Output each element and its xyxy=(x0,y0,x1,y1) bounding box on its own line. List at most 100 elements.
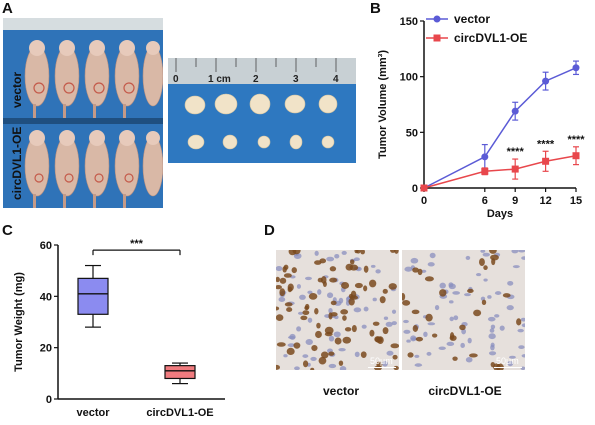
ihc-nucleus-blue xyxy=(488,333,496,340)
ihc-nucleus-brown xyxy=(330,300,337,306)
ihc-nucleus-blue xyxy=(511,250,519,254)
ihc-nucleus-blue xyxy=(434,304,440,311)
ihc-nucleus-brown xyxy=(310,367,315,370)
y-tick-label: 60 xyxy=(40,240,52,252)
ihc-nucleus-blue xyxy=(317,289,322,295)
ihc-nucleus-blue xyxy=(512,265,520,269)
ihc-nucleus-blue xyxy=(475,273,482,277)
ihc-nucleus-brown xyxy=(287,283,294,292)
ihc-nucleus-blue xyxy=(391,321,397,326)
ihc-nucleus-brown xyxy=(348,298,355,306)
ihc-nucleus-brown xyxy=(376,361,383,368)
ihc-nucleus-blue xyxy=(354,351,360,358)
data-point xyxy=(542,157,550,165)
ihc-nucleus-brown xyxy=(293,342,301,349)
legend-marker xyxy=(433,15,441,23)
scale-bar-label-vector: 50μm xyxy=(370,356,393,366)
ihc-nucleus-brown xyxy=(415,336,424,342)
y-tick-label: 40 xyxy=(40,291,52,303)
ihc-nucleus-brown xyxy=(407,352,414,358)
ihc-nucleus-blue xyxy=(499,325,505,331)
ihc-nucleus-blue xyxy=(294,366,300,370)
ihc-nucleus-blue xyxy=(521,256,525,260)
ihc-nucleus-blue xyxy=(403,319,409,324)
ihc-nucleus-blue xyxy=(287,343,296,348)
ihc-nucleus-blue xyxy=(460,342,465,349)
ihc-nucleus-blue xyxy=(382,360,388,367)
ihc-nucleus-brown xyxy=(324,331,333,337)
ihc-nucleus-blue xyxy=(487,316,496,322)
ihc-nucleus-brown xyxy=(351,325,357,333)
ihc-nucleus-blue xyxy=(521,323,525,328)
ihc-nucleus-brown xyxy=(425,313,433,322)
ihc-nucleus-blue xyxy=(429,252,436,259)
ihc-nucleus-blue xyxy=(483,278,488,282)
ihc-nucleus-brown xyxy=(288,250,297,256)
ihc-nucleus-brown xyxy=(316,322,321,329)
significance-mark: *** xyxy=(130,238,144,250)
ihc-nucleus-blue xyxy=(333,331,341,338)
ihc-nucleus-brown xyxy=(317,277,323,283)
data-point xyxy=(542,77,550,85)
ihc-nucleus-brown xyxy=(349,259,355,265)
data-point xyxy=(572,64,580,72)
ihc-caption-vector: vector xyxy=(322,384,360,398)
ihc-nucleus-blue xyxy=(487,295,492,299)
ihc-nucleus-brown xyxy=(402,300,411,306)
ihc-nucleus-blue xyxy=(509,355,516,359)
ihc-nucleus-blue xyxy=(338,347,346,352)
x-axis-label: Days xyxy=(487,208,513,220)
ihc-nucleus-blue xyxy=(439,282,446,289)
ihc-nucleus-brown xyxy=(276,306,280,311)
ihc-nucleus-blue xyxy=(375,269,381,274)
ihc-nucleus-brown xyxy=(392,354,398,360)
ihc-nucleus-brown xyxy=(431,333,438,338)
ihc-nucleus-blue xyxy=(302,354,309,358)
scale-bar-circdvl1 xyxy=(494,367,522,368)
mice-photo xyxy=(3,18,163,208)
ihc-nucleus-brown xyxy=(284,302,293,307)
ihc-nucleus-brown xyxy=(279,277,287,284)
ihc-nucleus-blue xyxy=(334,254,340,259)
data-point xyxy=(420,184,428,192)
ihc-nucleus-brown xyxy=(360,250,365,255)
x-tick-label: 15 xyxy=(570,195,582,207)
ihc-image-vector xyxy=(276,250,399,370)
ihc-nucleus-brown xyxy=(349,295,359,300)
significance-mark: **** xyxy=(567,134,585,146)
ihc-nucleus-blue xyxy=(488,351,497,356)
tumor-volume-chart: 0 50 100 150 0 6 9 12 15 Days Tumor Volume (mm³) ve… xyxy=(377,12,585,220)
ihc-nucleus-brown xyxy=(411,309,420,315)
box-1 xyxy=(164,365,196,380)
ihc-nucleus-brown xyxy=(369,329,375,337)
ihc-nucleus-brown xyxy=(279,288,286,297)
ihc-nucleus-brown xyxy=(469,353,478,358)
ihc-nucleus-blue xyxy=(297,311,304,315)
ihc-nucleus-blue xyxy=(299,294,306,300)
ihc-nucleus-blue xyxy=(414,363,423,367)
scale-bar-label-circdvl1: 50μm xyxy=(496,356,519,366)
ihc-nucleus-blue xyxy=(427,322,436,326)
ihc-nucleus-brown xyxy=(341,281,350,289)
ihc-nucleus-blue xyxy=(276,265,283,272)
ihc-nucleus-brown xyxy=(314,260,322,265)
x-tick-label: 6 xyxy=(482,195,488,207)
ihc-nucleus-brown xyxy=(390,343,399,349)
data-point xyxy=(481,167,489,175)
ihc-nucleus-blue xyxy=(517,328,524,333)
y-axis-label: Tumor Volume (mm³) xyxy=(377,50,389,159)
ihc-nucleus-blue xyxy=(307,317,313,323)
ihc-nucleus-brown xyxy=(291,267,297,274)
ihc-nucleus-brown xyxy=(334,337,342,345)
legend-marker xyxy=(433,34,441,42)
ihc-nucleus-blue xyxy=(448,282,454,288)
ihc-nucleus-blue xyxy=(314,250,319,256)
ihc-nucleus-brown xyxy=(424,276,434,282)
ihc-nucleus-blue xyxy=(518,250,525,253)
ihc-nucleus-brown xyxy=(314,308,319,315)
ihc-nucleus-brown xyxy=(286,347,295,356)
ihc-nucleus-brown xyxy=(302,360,309,368)
ihc-nucleus-brown xyxy=(489,250,497,254)
ihc-nucleus-brown xyxy=(282,266,287,273)
ihc-nucleus-blue xyxy=(326,256,335,262)
